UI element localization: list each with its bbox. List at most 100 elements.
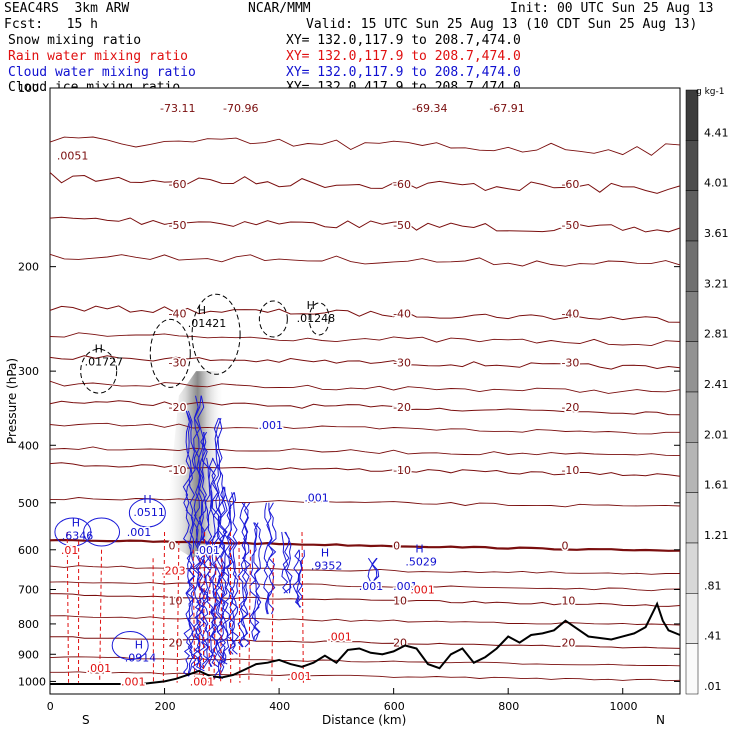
cloud-water-contour xyxy=(111,631,149,661)
cloud-water-contour xyxy=(228,492,237,655)
colorbar-swatch xyxy=(685,643,699,695)
field-xy-snow: XY= 132.0,117.9 to 208.7,474.0 xyxy=(286,33,521,48)
cloud-water-contour xyxy=(193,395,203,671)
y-tick-label: 100 xyxy=(18,82,39,95)
top-value-label: .0051 xyxy=(57,150,88,163)
isotherm-label: -20 xyxy=(393,401,411,414)
isotherm-label: -20 xyxy=(561,401,579,414)
isotherm-line xyxy=(49,400,681,416)
y-tick-label: 500 xyxy=(18,497,39,510)
colorbar-swatch xyxy=(685,240,699,292)
colorbar-swatch xyxy=(685,89,699,141)
cloud-water-contour xyxy=(367,557,374,588)
field-xy-rain: XY= 132.0,117.9 to 208.7,474.0 xyxy=(286,49,521,64)
isotherm-line xyxy=(50,636,681,649)
contour-label: .001 xyxy=(393,580,418,593)
cloud-water-contour xyxy=(217,486,227,665)
annotation-layer: -73.11 -70.96 -69.34 -67.91.0051H.01727H.01… xyxy=(57,102,525,690)
isotherm-label: 0 xyxy=(561,539,568,552)
contour-label: .001 xyxy=(190,675,215,688)
maximum-marker: H xyxy=(415,542,423,555)
colorbar-swatch xyxy=(685,492,699,544)
colorbar-tick-label: 3.21 xyxy=(704,277,729,290)
isotherm-label: 10 xyxy=(169,594,183,607)
isotherm-line xyxy=(49,172,681,194)
y-tick-label: 300 xyxy=(18,365,39,378)
maximum-value-label: .6346 xyxy=(62,530,94,543)
colorbar: 4.41 4.01 3.61 3.21 2.81 2.41 2.01 1.61 1.21 .81.… xyxy=(685,89,729,695)
isotherm-label: 0 xyxy=(393,539,400,552)
top-value-label: -70.96 xyxy=(223,102,258,115)
isotherm-line xyxy=(49,216,681,233)
y-tick-label: 1000 xyxy=(18,675,46,688)
isotherm-label: 0 xyxy=(169,539,176,552)
cloud-water-contour xyxy=(216,417,225,680)
colorbar-tick-label: 2.41 xyxy=(704,378,729,391)
rain-water-contour xyxy=(208,541,211,683)
x-axis-label: Distance (km) xyxy=(322,713,406,727)
top-value-label: -67.91 xyxy=(489,102,524,115)
isotherm-line xyxy=(49,136,681,156)
contour-label: .001 xyxy=(327,630,352,643)
cloud-water-contour xyxy=(294,549,303,608)
isotherm-label: -30 xyxy=(561,356,579,369)
maximum-value-label: .0914 xyxy=(125,652,157,665)
maximum-marker: H xyxy=(143,493,151,506)
cloud-water-contour xyxy=(83,517,121,547)
isotherm-line xyxy=(49,355,681,370)
isotherm-line xyxy=(49,305,681,323)
contour-label: .001 xyxy=(196,544,221,557)
cloud-water-contour xyxy=(267,502,277,615)
isotherm-line xyxy=(49,538,681,552)
contour-label: .001 xyxy=(121,675,146,688)
contour-label: .001 xyxy=(259,419,284,432)
maximum-value-label: .0511 xyxy=(133,506,165,519)
isotherm-label: 20 xyxy=(169,637,183,650)
top-value-label: -73.11 xyxy=(160,102,195,115)
cloud-water-contour xyxy=(285,531,293,594)
ice-contour xyxy=(80,348,118,394)
maximum-marker: H xyxy=(72,517,80,530)
cloud-water-contour xyxy=(297,549,305,608)
isotherm-line xyxy=(50,671,681,682)
isotherm-label: -10 xyxy=(393,464,411,477)
ice-contour xyxy=(308,302,330,336)
isotherm-label: -10 xyxy=(561,464,579,477)
isotherm-line xyxy=(49,446,681,457)
y-axis-label: Pressure (hPa) xyxy=(5,358,19,444)
cloud-water-contour xyxy=(185,410,195,677)
colorbar-tick-label: 1.61 xyxy=(704,479,729,492)
cloud-water-contour xyxy=(201,431,211,669)
field-name-rain: Rain water mixing ratio xyxy=(8,49,189,64)
cloud-water-contour xyxy=(281,531,289,594)
colorbar-tick-label: 2.01 xyxy=(704,428,729,441)
field-name-cloud-water: Cloud water mixing ratio xyxy=(8,65,196,80)
x-tick-label: 400 xyxy=(269,700,290,713)
maximum-marker: H xyxy=(321,546,329,559)
isotherm-label: -50 xyxy=(393,219,411,232)
cloud-water-contour xyxy=(219,486,229,665)
cloud-water-contour xyxy=(54,517,92,547)
maximum-value-label: .5029 xyxy=(405,555,437,568)
maximum-value-label: .01248 xyxy=(297,312,336,325)
colorbar-tick-label: 4.01 xyxy=(704,177,729,190)
x-end-label-right: N xyxy=(656,713,665,727)
cloud-water-contour xyxy=(206,457,215,668)
cloud-water-contour xyxy=(253,522,263,642)
colorbar-tick-label: .41 xyxy=(704,630,722,643)
ice-contour xyxy=(258,300,288,338)
model-title: SEAC4RS 3km ARW xyxy=(4,1,130,16)
isotherm-line xyxy=(49,253,681,267)
colorbar-swatch xyxy=(685,442,699,493)
contour-label: .203 xyxy=(161,564,186,577)
org-label: NCAR/MMM xyxy=(248,1,311,16)
x-tick-label: 0 xyxy=(47,700,54,713)
cloud-water-contour xyxy=(251,522,260,642)
maximum-marker: H xyxy=(95,342,103,355)
isotherm-label: -40 xyxy=(561,308,579,321)
isotherm-label: 20 xyxy=(393,637,407,650)
isotherm-label: -50 xyxy=(561,219,579,232)
ice-contour xyxy=(149,318,191,388)
